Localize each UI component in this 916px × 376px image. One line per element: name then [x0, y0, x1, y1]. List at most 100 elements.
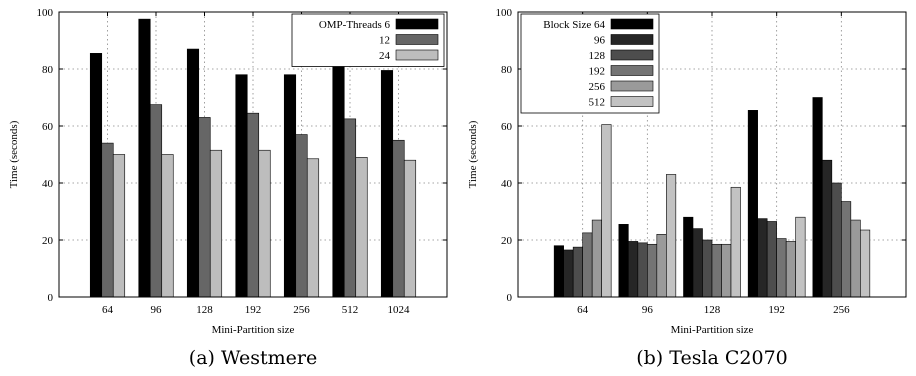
- y-tick-label: 60: [501, 121, 513, 133]
- bar-4-96: [647, 243, 658, 298]
- legend-label: 128: [589, 50, 606, 62]
- legend-label: 256: [589, 81, 606, 93]
- y-tick-label: 80: [42, 64, 54, 76]
- bar-2-64: [101, 142, 114, 298]
- x-tick-label: 128: [196, 304, 213, 316]
- x-tick-label: 512: [342, 304, 359, 316]
- bar-1-96: [138, 18, 151, 298]
- y-tick-label: 40: [42, 178, 54, 190]
- bar-3-192: [766, 221, 777, 298]
- x-tick-label: 128: [704, 304, 721, 316]
- bar-3-64: [112, 154, 126, 298]
- chart-panel-2: 0 20 40 60 80 100 64 96 128 192 256 Mini-Partition …: [467, 7, 907, 369]
- bar-6-128: [730, 186, 741, 298]
- bar-2-256: [822, 159, 833, 298]
- bar-5-192: [785, 241, 796, 298]
- figure-caption: (a) Westmere: [189, 347, 317, 369]
- plot-frame: [517, 11, 907, 298]
- bar-3-256: [306, 158, 320, 298]
- bar-3-1024: [403, 159, 417, 298]
- y-tick-label: 0: [507, 292, 513, 304]
- x-tick-label: 64: [577, 304, 589, 316]
- bar-3-256: [831, 182, 842, 298]
- x-tick-label: 256: [833, 304, 850, 316]
- bar-2-192: [246, 112, 260, 298]
- bar-2-96: [628, 241, 639, 298]
- bar-3-512: [355, 157, 368, 298]
- bar-1-64: [89, 53, 103, 298]
- legend: Block Size 64 96 128 192 256 512: [520, 13, 660, 114]
- bar-5-96: [656, 234, 667, 298]
- bar-1-192: [235, 74, 248, 298]
- bar-2-1024: [392, 139, 405, 298]
- bar-5-64: [591, 219, 602, 298]
- bar-3-192: [258, 149, 271, 298]
- bar-2-96: [149, 104, 163, 298]
- bar-2-128: [692, 228, 703, 298]
- legend-swatch: [610, 34, 654, 45]
- bar-5-256: [850, 219, 861, 298]
- bar-3-64: [572, 246, 583, 298]
- bar-4-256: [841, 201, 852, 298]
- y-tick-label: 0: [48, 292, 54, 304]
- plot-frame: [58, 11, 448, 298]
- y-axis-label: Time (seconds): [8, 120, 20, 188]
- bar-4-192: [776, 238, 787, 298]
- legend-swatch: [395, 18, 439, 30]
- bar-6-64: [601, 124, 612, 298]
- bar-2-64: [563, 249, 574, 298]
- y-tick-label: 100: [37, 7, 54, 19]
- bar-3-96: [637, 242, 648, 298]
- y-tick-label: 60: [42, 121, 54, 133]
- legend-label: 12: [379, 35, 390, 47]
- bar-1-1024: [380, 70, 394, 298]
- legend-swatch: [610, 65, 654, 76]
- y-tick-label: 100: [496, 7, 513, 19]
- bar-6-192: [795, 216, 806, 298]
- bar-1-192: [747, 110, 758, 298]
- bar-1-64: [553, 245, 564, 298]
- bar-3-96: [161, 154, 174, 298]
- bar-2-192: [757, 218, 768, 298]
- bar-4-64: [582, 232, 593, 298]
- y-tick-label: 20: [501, 235, 513, 247]
- legend-swatch: [610, 18, 654, 30]
- figure-caption: (b) Tesla C2070: [636, 347, 788, 369]
- x-tick-label: 96: [151, 304, 163, 316]
- x-tick-label: 96: [642, 304, 654, 316]
- x-tick-label: 64: [102, 304, 114, 316]
- y-tick-label: 80: [501, 64, 513, 76]
- bar-3-128: [702, 239, 713, 298]
- bar-1-256: [812, 97, 823, 298]
- legend-swatch: [610, 80, 654, 92]
- bar-1-256: [283, 74, 297, 298]
- legend: OMP-Threads 6 12 24: [291, 13, 445, 67]
- legend-label: 96: [594, 35, 606, 47]
- legend-label: 24: [379, 50, 391, 62]
- legend-swatch: [610, 49, 654, 61]
- legend-label: Block Size 64: [543, 19, 605, 31]
- bar-1-512: [332, 60, 345, 298]
- bar-1-128: [683, 216, 694, 298]
- y-tick-label: 40: [501, 178, 513, 190]
- y-axis-label: Time (seconds): [467, 120, 479, 188]
- legend-label: 512: [589, 97, 606, 109]
- y-tick-label: 20: [42, 235, 54, 247]
- legend-swatch: [395, 34, 439, 45]
- x-axis-label: Mini-Partition size: [671, 324, 754, 336]
- bar-5-128: [721, 243, 732, 298]
- legend-label: OMP-Threads 6: [319, 19, 391, 31]
- x-tick-label: 192: [768, 304, 785, 316]
- x-axis-label: Mini-Partition size: [212, 324, 295, 336]
- legend-label: 192: [589, 66, 606, 78]
- legend-swatch: [610, 96, 654, 107]
- bar-6-96: [666, 174, 677, 298]
- bar-6-256: [860, 229, 871, 298]
- bar-1-96: [618, 224, 629, 298]
- bar-2-256: [295, 134, 308, 298]
- bar-1-128: [186, 48, 200, 298]
- chart-panel-1: 0 20 40 60 80 100 64 96 128 192 256 512 1024 Mini-Par…: [8, 7, 448, 369]
- bar-3-128: [209, 149, 223, 298]
- bar-2-128: [198, 117, 211, 298]
